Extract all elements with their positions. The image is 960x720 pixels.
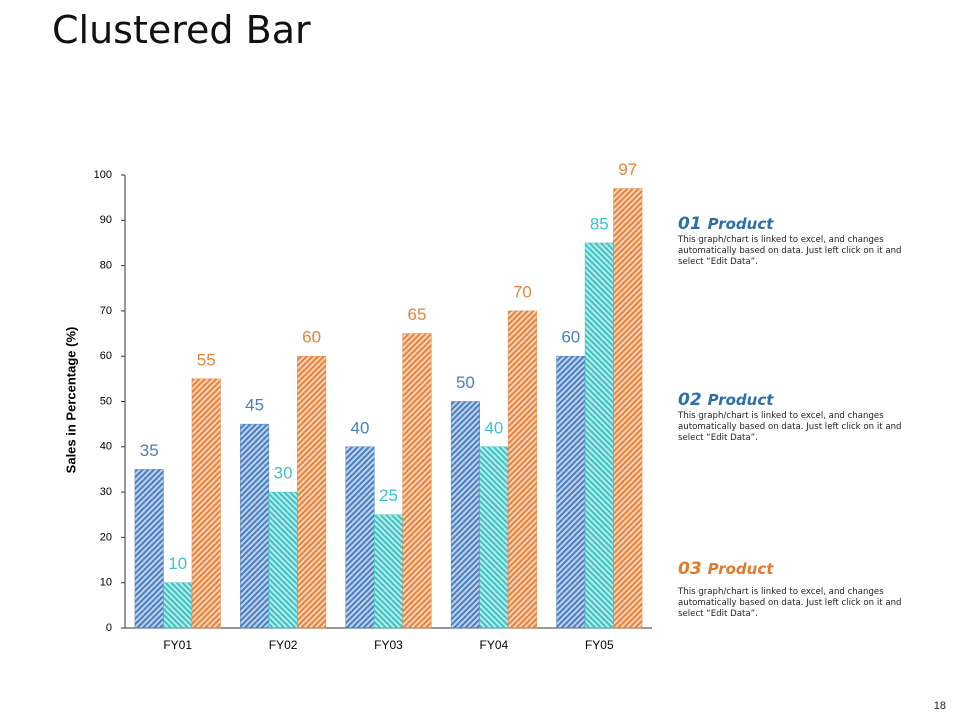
y-tick-label: 90 <box>100 214 112 226</box>
note-title: Product <box>707 215 774 233</box>
bar <box>345 446 375 629</box>
x-tick-label: FY05 <box>585 638 614 652</box>
data-label: 60 <box>302 328 321 347</box>
y-tick-label: 60 <box>100 350 112 362</box>
data-label: 60 <box>561 328 580 347</box>
note-text: This graph/chart is linked to excel, and… <box>678 587 902 619</box>
note-text: This graph/chart is linked to excel, and… <box>678 411 902 443</box>
note-number: 03 <box>678 559 702 579</box>
slide-title: Clustered Bar <box>52 8 311 52</box>
data-label: 30 <box>274 464 293 483</box>
data-label: 70 <box>513 282 532 301</box>
y-tick-label: 100 <box>94 169 112 181</box>
note-title: Product <box>707 560 774 578</box>
y-tick-label: 80 <box>100 260 112 272</box>
data-label: 25 <box>379 486 398 505</box>
bar <box>268 491 298 629</box>
data-label: 50 <box>456 373 475 392</box>
y-axis-label: Sales in Percentage (%) <box>63 327 78 474</box>
data-label: 35 <box>140 441 159 460</box>
bar <box>613 188 643 629</box>
data-label: 85 <box>590 214 609 233</box>
bar <box>297 355 327 629</box>
note: 02 Product This graph/chart is linked to e… <box>678 390 918 444</box>
note-number: 02 <box>678 390 702 410</box>
note-title: Product <box>707 391 774 409</box>
y-tick-label: 40 <box>100 441 112 453</box>
bar <box>374 514 403 629</box>
note: 03 Product This graph/chart is linked to e… <box>678 559 918 620</box>
bar <box>163 582 193 629</box>
y-tick-label: 70 <box>100 305 112 317</box>
bar <box>584 242 614 629</box>
bar <box>479 446 509 629</box>
data-label: 10 <box>168 554 187 573</box>
note: 01 Product This graph/chart is linked to e… <box>678 214 918 268</box>
x-tick-label: FY04 <box>480 638 509 652</box>
y-tick-label: 10 <box>100 577 112 589</box>
bar <box>191 378 221 629</box>
bar <box>450 401 480 629</box>
bar <box>402 333 432 629</box>
bar <box>134 469 164 629</box>
note-text: This graph/chart is linked to excel, and… <box>678 235 902 267</box>
note-number: 01 <box>678 214 702 234</box>
data-label: 40 <box>351 418 370 437</box>
x-tick-label: FY03 <box>374 638 403 652</box>
bar <box>556 355 586 629</box>
y-tick-label: 50 <box>100 395 112 407</box>
data-label: 97 <box>618 160 637 179</box>
data-label: 45 <box>245 396 264 415</box>
bar <box>507 310 537 629</box>
y-tick-label: 0 <box>106 622 112 634</box>
data-label: 65 <box>408 305 427 324</box>
data-label: 40 <box>484 418 503 437</box>
x-tick-label: FY01 <box>163 638 192 652</box>
page-number: 18 <box>933 700 946 712</box>
data-label: 55 <box>197 350 216 369</box>
y-tick-label: 20 <box>100 531 112 543</box>
y-tick-label: 30 <box>100 486 112 498</box>
x-tick-label: FY02 <box>269 638 298 652</box>
bar <box>240 423 270 629</box>
